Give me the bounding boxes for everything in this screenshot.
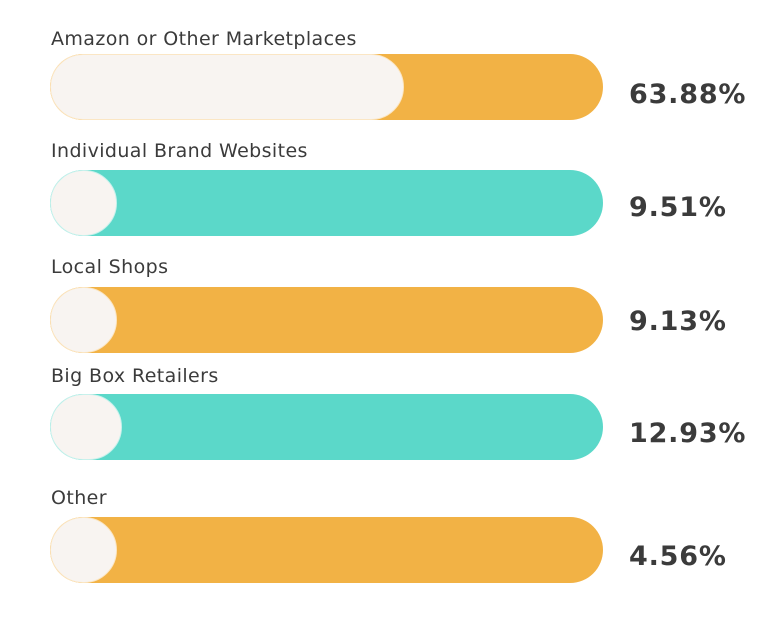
- value-label-amazon: 63.88%: [629, 79, 747, 110]
- bar-brand-websites: [50, 170, 603, 236]
- category-label-big-box: Big Box Retailers: [51, 365, 219, 387]
- value-label-brand-websites: 9.51%: [629, 192, 727, 223]
- category-label-brand-websites: Individual Brand Websites: [51, 140, 308, 162]
- value-label-big-box: 12.93%: [629, 418, 747, 449]
- value-label-local-shops: 9.13%: [629, 306, 727, 337]
- category-label-amazon: Amazon or Other Marketplaces: [51, 28, 357, 50]
- bar-local-shops: [50, 287, 603, 353]
- value-label-other: 4.56%: [629, 541, 727, 572]
- bar-other: [50, 517, 603, 583]
- bar-fill-amazon: [50, 54, 404, 120]
- bar-fill-brand-websites: [50, 170, 117, 236]
- bar-fill-local-shops: [50, 287, 117, 353]
- bar-amazon: [50, 54, 603, 120]
- bar-big-box: [50, 394, 603, 460]
- bar-fill-big-box: [50, 394, 122, 460]
- bar-fill-other: [50, 517, 117, 583]
- category-label-local-shops: Local Shops: [51, 256, 169, 278]
- category-label-other: Other: [51, 487, 107, 509]
